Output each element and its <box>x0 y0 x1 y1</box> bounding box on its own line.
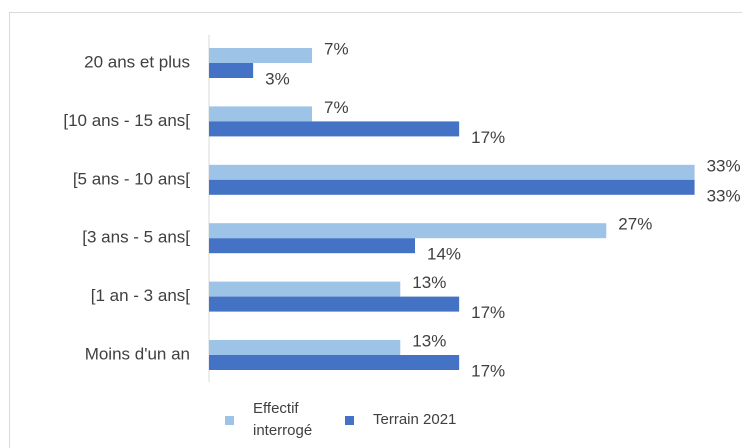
bar <box>209 121 460 137</box>
legend-label: Terrain 2021 <box>373 411 457 428</box>
bar <box>209 48 312 63</box>
legend-label: Effectif interrogé <box>253 400 313 439</box>
legend-item: Terrain 2021 <box>345 409 456 431</box>
value-label: 14% <box>427 245 461 264</box>
chart-border <box>9 12 742 448</box>
category-label: [10 ans - 15 ans[ <box>63 111 190 130</box>
legend-item: Effectif interrogé <box>225 398 323 442</box>
bar <box>209 355 460 370</box>
bar <box>209 63 254 78</box>
value-label: 33% <box>707 186 741 205</box>
bar <box>209 223 607 239</box>
value-label: 7% <box>324 98 349 117</box>
value-label: 3% <box>265 69 290 88</box>
category-label: Moins d'un an <box>85 344 190 363</box>
legend: Effectif interrogé Terrain 2021 <box>225 398 478 442</box>
bar <box>209 296 460 312</box>
category-label: 20 ans et plus <box>84 52 190 71</box>
legend-swatch <box>345 415 354 425</box>
legend-swatch <box>225 415 234 425</box>
value-label: 27% <box>618 215 652 234</box>
category-label: [3 ans - 5 ans[ <box>82 228 190 247</box>
category-label: [1 an - 3 ans[ <box>91 286 191 305</box>
category-label: [5 ans - 10 ans[ <box>73 169 190 188</box>
value-label: 17% <box>471 128 505 147</box>
value-label: 33% <box>707 156 741 175</box>
bar <box>209 281 401 297</box>
bar <box>209 179 695 195</box>
bar <box>209 238 415 254</box>
bar <box>209 106 312 122</box>
bar <box>209 340 401 355</box>
value-label: 13% <box>412 273 446 292</box>
value-label: 13% <box>412 331 446 350</box>
value-label: 17% <box>471 361 505 380</box>
value-label: 17% <box>471 303 505 322</box>
value-label: 7% <box>324 39 349 58</box>
bar <box>209 164 695 180</box>
